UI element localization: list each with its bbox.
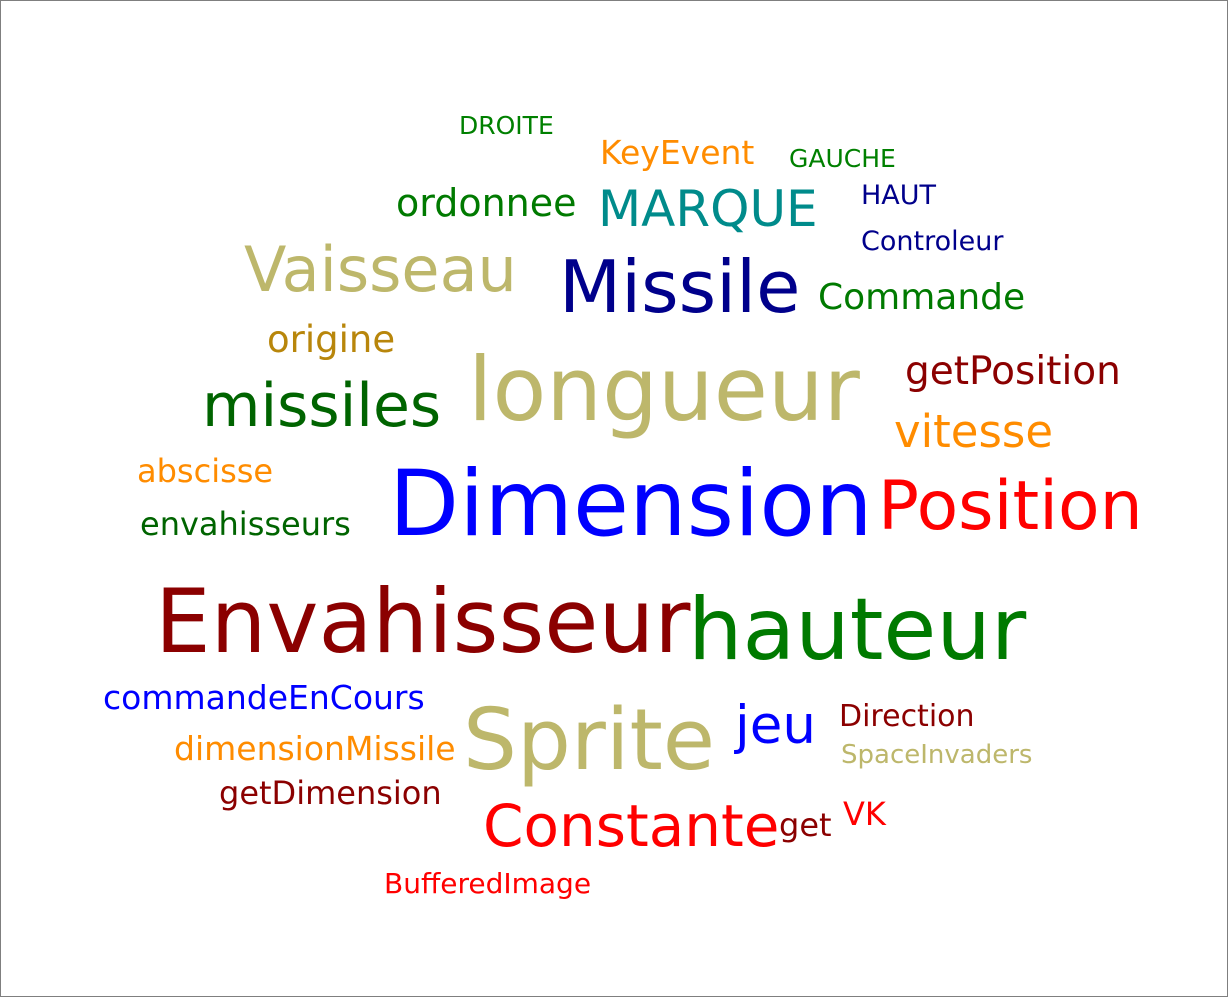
word-longueur: longueur xyxy=(468,338,860,441)
word-getdimension: getDimension xyxy=(219,774,442,812)
word-constante: Constante xyxy=(483,792,780,860)
word-direction: Direction xyxy=(839,699,975,734)
word-haut: HAUT xyxy=(861,180,937,211)
word-getposition: getPosition xyxy=(905,349,1121,394)
word-keyevent: KeyEvent xyxy=(600,133,755,172)
word-ordonnee: ordonnee xyxy=(396,181,577,225)
word-vaisseau: Vaisseau xyxy=(244,233,517,306)
word-envahisseur: Envahisseur xyxy=(155,570,691,673)
word-bufferedimage: BufferedImage xyxy=(384,867,592,900)
word-vitesse: vitesse xyxy=(894,405,1054,458)
word-missile: Missile xyxy=(559,245,801,329)
word-sprite: Sprite xyxy=(463,691,716,790)
word-jeu: jeu xyxy=(735,695,816,756)
word-controleur: Controleur xyxy=(861,226,1004,257)
word-commandeencours: commandeEnCours xyxy=(103,678,425,717)
word-origine: origine xyxy=(267,318,396,361)
word-abscisse: abscisse xyxy=(137,452,274,490)
word-missiles: missiles xyxy=(202,371,442,441)
word-get: get xyxy=(779,806,832,844)
word-vk: VK xyxy=(843,795,886,833)
word-dimensionmissile: dimensionMissile xyxy=(174,729,456,768)
word-commande: Commande xyxy=(818,277,1026,318)
word-marque: MARQUE xyxy=(598,180,818,238)
word-droite: DROITE xyxy=(459,111,554,140)
word-position: Position xyxy=(878,467,1143,546)
word-envahisseurs: envahisseurs xyxy=(140,505,351,543)
word-dimension: Dimension xyxy=(389,452,873,557)
word-hauteur: hauteur xyxy=(688,580,1027,680)
word-spaceinvaders: SpaceInvaders xyxy=(841,740,1033,770)
word-gauche: GAUCHE xyxy=(789,144,896,173)
